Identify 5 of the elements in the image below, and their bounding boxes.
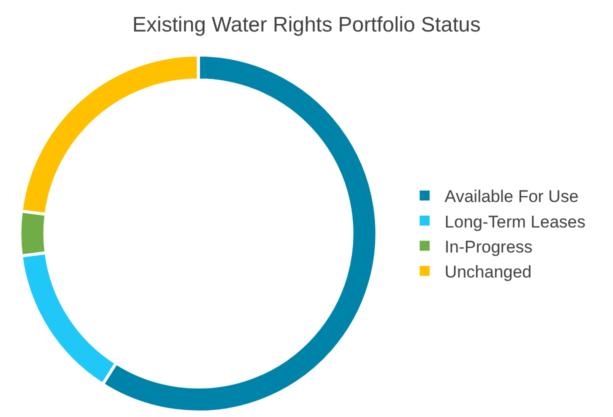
legend-label: Long-Term Leases — [444, 212, 586, 232]
legend-label: In-Progress — [444, 237, 533, 256]
legend-label: Unchanged — [444, 262, 532, 282]
legend-label: Available For Use — [444, 187, 579, 206]
chart-title: Existing Water Rights Portfolio Status — [132, 13, 481, 36]
